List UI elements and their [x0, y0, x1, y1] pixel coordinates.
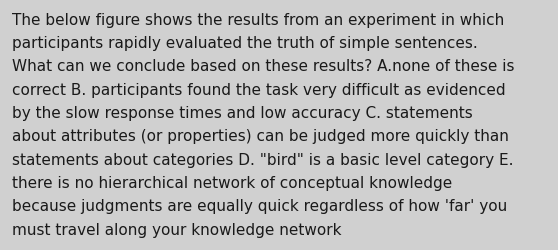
Text: about attributes (or properties) can be judged more quickly than: about attributes (or properties) can be …: [12, 129, 509, 144]
Text: statements about categories D. "bird" is a basic level category E.: statements about categories D. "bird" is…: [12, 152, 514, 167]
Text: participants rapidly evaluated the truth of simple sentences.: participants rapidly evaluated the truth…: [12, 36, 478, 51]
Text: The below figure shows the results from an experiment in which: The below figure shows the results from …: [12, 12, 504, 28]
Text: must travel along your knowledge network: must travel along your knowledge network: [12, 222, 342, 237]
Text: by the slow response times and low accuracy C. statements: by the slow response times and low accur…: [12, 106, 473, 120]
Text: What can we conclude based on these results? A.none of these is: What can we conclude based on these resu…: [12, 59, 515, 74]
Text: because judgments are equally quick regardless of how 'far' you: because judgments are equally quick rega…: [12, 198, 508, 214]
Text: correct B. participants found the task very difficult as evidenced: correct B. participants found the task v…: [12, 82, 506, 97]
Text: there is no hierarchical network of conceptual knowledge: there is no hierarchical network of conc…: [12, 175, 453, 190]
